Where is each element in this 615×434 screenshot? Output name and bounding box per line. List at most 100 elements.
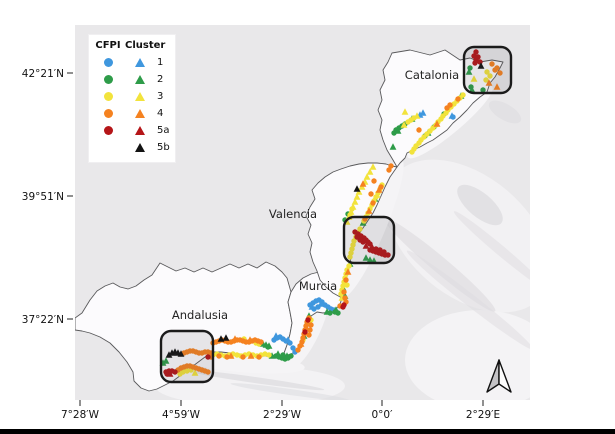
data-point-triangle [274,350,282,357]
data-point-triangle [470,75,478,82]
data-point-triangle [353,193,361,200]
data-point-circle [386,167,392,173]
data-point-circle [381,249,387,255]
legend: CFPI Cluster 1 2 3 4 5a 5b [88,34,176,163]
data-point-triangle [332,306,340,313]
data-point-circle [308,322,314,328]
x-tick-label: 7°28′W [61,409,100,421]
highlight-box-valencia-box [342,215,396,265]
data-point-circle [487,73,493,79]
legend-col2-header: Cluster [125,40,166,51]
data-point-circle [416,127,422,133]
data-point-triangle [166,370,174,377]
data-point-triangle [323,308,331,315]
data-point-triangle [247,352,255,359]
data-point-circle [371,178,377,184]
data-point-triangle [344,268,352,275]
data-points-layer [159,49,503,377]
legend-item-label: 2 [157,74,164,85]
data-point-triangle [389,143,397,150]
north-arrow-icon [486,359,512,393]
data-point-circle [343,277,349,283]
legend-col1-header: CFPI [95,40,121,51]
data-point-triangle [227,352,235,359]
data-point-circle [240,354,246,360]
legend-triangle-swatch [135,92,145,101]
data-point-circle [177,371,183,377]
legend-rows: 1 2 3 4 5a 5b [91,54,173,156]
legend-row: 1 [91,54,173,71]
data-point-circle [357,226,363,232]
legend-triangle-swatch [135,75,145,84]
data-point-triangle [368,243,376,250]
data-point-triangle [351,198,359,205]
legend-row: 4 [91,105,173,122]
data-point-circle [256,354,262,360]
data-point-circle [341,289,347,295]
legend-triangle-swatch [135,58,145,67]
legend-triangle-swatch [135,109,145,118]
x-axis: 7°28′W 4°59′W 2°29′W 0°0′ 2°29′E [61,400,500,421]
data-point-triangle [347,208,355,215]
data-point-triangle [366,256,374,263]
data-point-circle [302,329,308,335]
data-point-triangle [401,108,409,115]
data-point-circle [391,130,397,136]
region-label: Murcia [299,279,337,293]
data-point-triangle [353,185,361,192]
legend-circle-swatch [103,58,113,67]
legend-row: 2 [91,71,173,88]
data-point-circle [205,354,211,360]
data-point-circle [354,234,360,240]
data-point-circle [307,327,313,333]
legend-row: 3 [91,88,173,105]
legend-circle-swatch [103,126,113,135]
region-label: Catalonia [405,68,459,82]
data-point-triangle [302,324,310,331]
legend-header: CFPI Cluster [91,40,173,51]
data-point-circle [473,49,479,55]
data-point-triangle [413,112,421,119]
data-point-circle [444,105,450,111]
data-point-circle [388,163,394,169]
data-point-triangle [317,300,325,307]
data-point-circle [370,200,376,206]
region-label: Valencia [269,207,317,221]
x-tick-label: 2°29′W [263,409,302,421]
legend-item-label: 1 [157,57,164,68]
data-point-circle [295,347,301,353]
data-point-triangle [217,335,225,342]
data-point-triangle [162,357,170,364]
data-point-circle [216,353,222,359]
data-point-circle [266,352,272,358]
data-point-triangle [365,207,373,214]
data-point-circle [373,246,379,252]
data-point-circle [306,332,312,338]
data-point-circle [346,263,352,269]
data-point-triangle [485,79,493,86]
data-point-triangle [363,173,371,180]
data-point-circle [172,369,178,375]
legend-circle-swatch [103,75,113,84]
region-labels: Catalonia Valencia Murcia Andalusia [172,68,459,322]
data-point-triangle [284,336,292,343]
data-point-triangle [177,350,185,357]
legend-circle-swatch [103,92,113,101]
data-point-circle [344,282,350,288]
data-point-circle [341,302,347,308]
basemap-sea [75,25,530,400]
data-point-circle [409,149,415,155]
data-point-circle [455,96,461,102]
region-polygons [75,49,504,392]
data-point-circle [280,352,286,358]
data-point-triangle [359,180,367,187]
y-axis: 42°21′N 39°51′N 37°22′N [22,68,73,326]
data-point-triangle [362,242,370,249]
x-tick-label: 2°29′E [466,409,500,421]
data-point-circle [492,67,498,73]
legend-item-label: 3 [157,91,164,102]
data-point-circle [368,191,374,197]
data-point-triangle [375,186,383,193]
